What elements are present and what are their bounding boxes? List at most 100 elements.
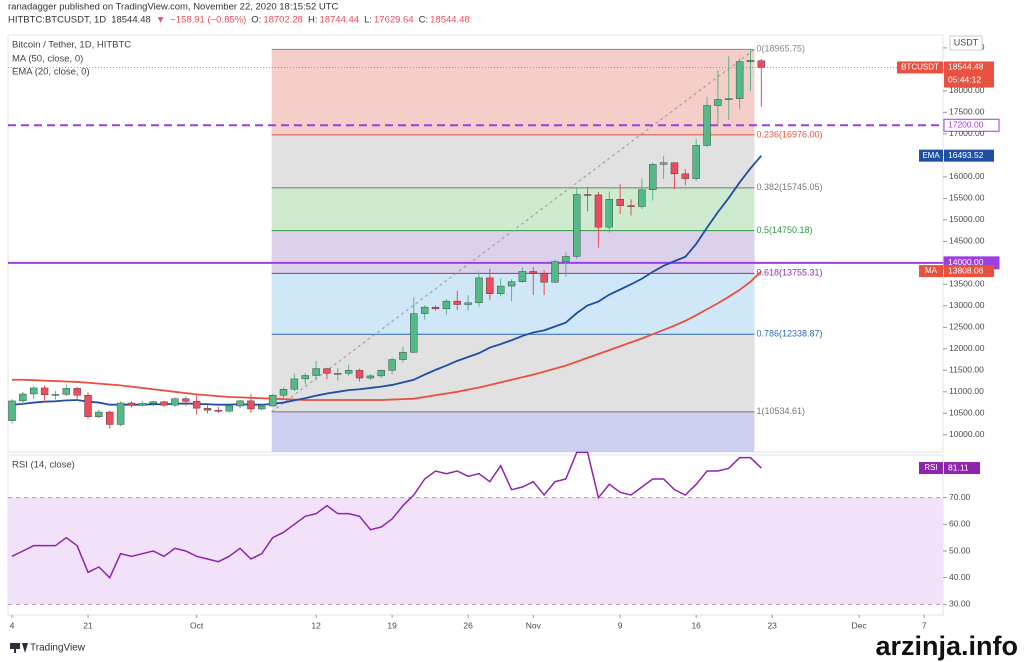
candle-body [486, 277, 494, 294]
y-tick-label: 11500.00 [949, 365, 984, 375]
rsi-value-badge [944, 462, 980, 475]
y-unit: USDT [954, 37, 979, 47]
publisher: ranadagger published on TradingView.com,… [8, 2, 339, 13]
candle-body [497, 285, 505, 294]
legend-entry: EMA (20, close, 0) [12, 67, 90, 78]
candle-body [388, 359, 396, 371]
y-tick-label: 16000.00 [949, 171, 985, 181]
quote-line: HITBTC:BTCUSDT, 1D 18544.48 ▼ −158.91 (−0.8… [8, 15, 470, 26]
rsi-tick-label: 40.00 [949, 572, 971, 582]
candle-body [573, 194, 581, 257]
candle-body [160, 401, 168, 406]
candle-body [475, 277, 483, 304]
quote-item: H: [308, 15, 318, 26]
candle-body [301, 375, 309, 380]
candle-body [714, 99, 722, 106]
fib-band [271, 134, 755, 188]
y-tick-label: 12000.00 [949, 343, 985, 353]
candle-body [410, 313, 418, 353]
candle-body [51, 394, 60, 396]
quote-item: 18544.48 [430, 15, 470, 26]
plot-layer: 0(18965.75) 0.236(16976.00) 0.382(15745.05… [8, 42, 1000, 630]
candle-body [366, 375, 375, 379]
candle-body [399, 352, 407, 360]
quote-item: ▼ [156, 15, 165, 26]
rsi-badge-label: RSI [924, 463, 937, 472]
candle-body [659, 162, 668, 165]
candle-body [431, 306, 440, 310]
trend-line [271, 48, 755, 413]
candle-body [30, 387, 38, 395]
series-badge-label: EMA [922, 151, 940, 160]
indicator-line [12, 270, 762, 401]
candle-body [605, 199, 613, 228]
rsi-tick-label: 70.00 [949, 492, 971, 502]
indicator-line [11, 155, 763, 406]
y-tick-label: 18000.00 [949, 85, 985, 95]
candle-body [171, 398, 179, 406]
rsi-badge [919, 462, 943, 475]
chart-title: Bitcoin / Tether, 1D, HITBTC [12, 40, 131, 51]
price-badge [944, 61, 994, 88]
fib-label: 0.236(16976.00) [756, 129, 822, 139]
y-tick-label: 12500.00 [949, 322, 985, 332]
rsi-line [11, 451, 762, 579]
y-tick-label: 13000.00 [949, 300, 985, 310]
candle-body [312, 368, 320, 376]
candle-body [182, 398, 190, 402]
fib-band [271, 49, 755, 135]
candle-body [562, 256, 570, 262]
symbol-badge [897, 61, 943, 74]
candle-body [583, 194, 592, 196]
countdown: 05:44:12 [948, 75, 981, 85]
candle-body [95, 411, 103, 417]
quote-item: 18702.28 [263, 15, 303, 26]
candle-body [192, 401, 201, 409]
rsi-value: 81.11 [948, 462, 969, 472]
candle-body [627, 205, 635, 207]
series-value: 13808.06 [948, 265, 984, 275]
price-value: 18544.48 [948, 62, 984, 72]
rsi-title: RSI (14, close) [12, 460, 75, 471]
candle-body [106, 411, 114, 425]
candle-body [377, 370, 385, 377]
candle-body [290, 378, 299, 390]
quote-item: 18544.48 [111, 15, 151, 26]
x-tick-label: 9 [618, 620, 623, 630]
x-tick-label: Oct [190, 620, 204, 630]
watermark: arzinja.info [875, 631, 1018, 661]
x-tick-label: 16 [691, 620, 701, 630]
series-badge-label: MA [925, 266, 938, 275]
quote-item: HITBTC:BTCUSDT, 1D [8, 15, 106, 26]
candle-body [757, 60, 766, 68]
candle-body [616, 199, 624, 206]
series-badge [919, 149, 943, 162]
candle-body [355, 370, 364, 379]
x-tick-label: 12 [311, 620, 321, 630]
candle-body [127, 402, 136, 406]
quote-item: L: [364, 15, 372, 26]
candle-body [268, 395, 277, 407]
x-tick-label: 7 [922, 620, 927, 630]
candle-body [518, 271, 527, 282]
candle-body [323, 368, 331, 374]
y-tick-label: 10000.00 [949, 429, 985, 439]
x-tick-label: 26 [463, 620, 473, 630]
candle-body [540, 272, 548, 283]
fib-band [271, 411, 755, 452]
x-tick-label: 23 [767, 620, 777, 630]
footer-logo: TradingView [30, 643, 86, 654]
level-label: 14000.00 [948, 257, 984, 267]
rsi-tick-label: 50.00 [949, 545, 971, 555]
y-tick-label: 10500.00 [949, 408, 985, 418]
x-tick-label: Dec [852, 620, 868, 630]
rsi-band [8, 497, 943, 605]
x-tick-label: 21 [83, 620, 93, 630]
candle-body [442, 300, 451, 310]
x-tick-label: Nov [526, 620, 542, 630]
candle-body [8, 400, 16, 421]
candle-body [40, 387, 49, 396]
candle-body [203, 407, 212, 411]
y-tick-label: 15000.00 [949, 214, 985, 224]
candle-body [529, 271, 537, 274]
